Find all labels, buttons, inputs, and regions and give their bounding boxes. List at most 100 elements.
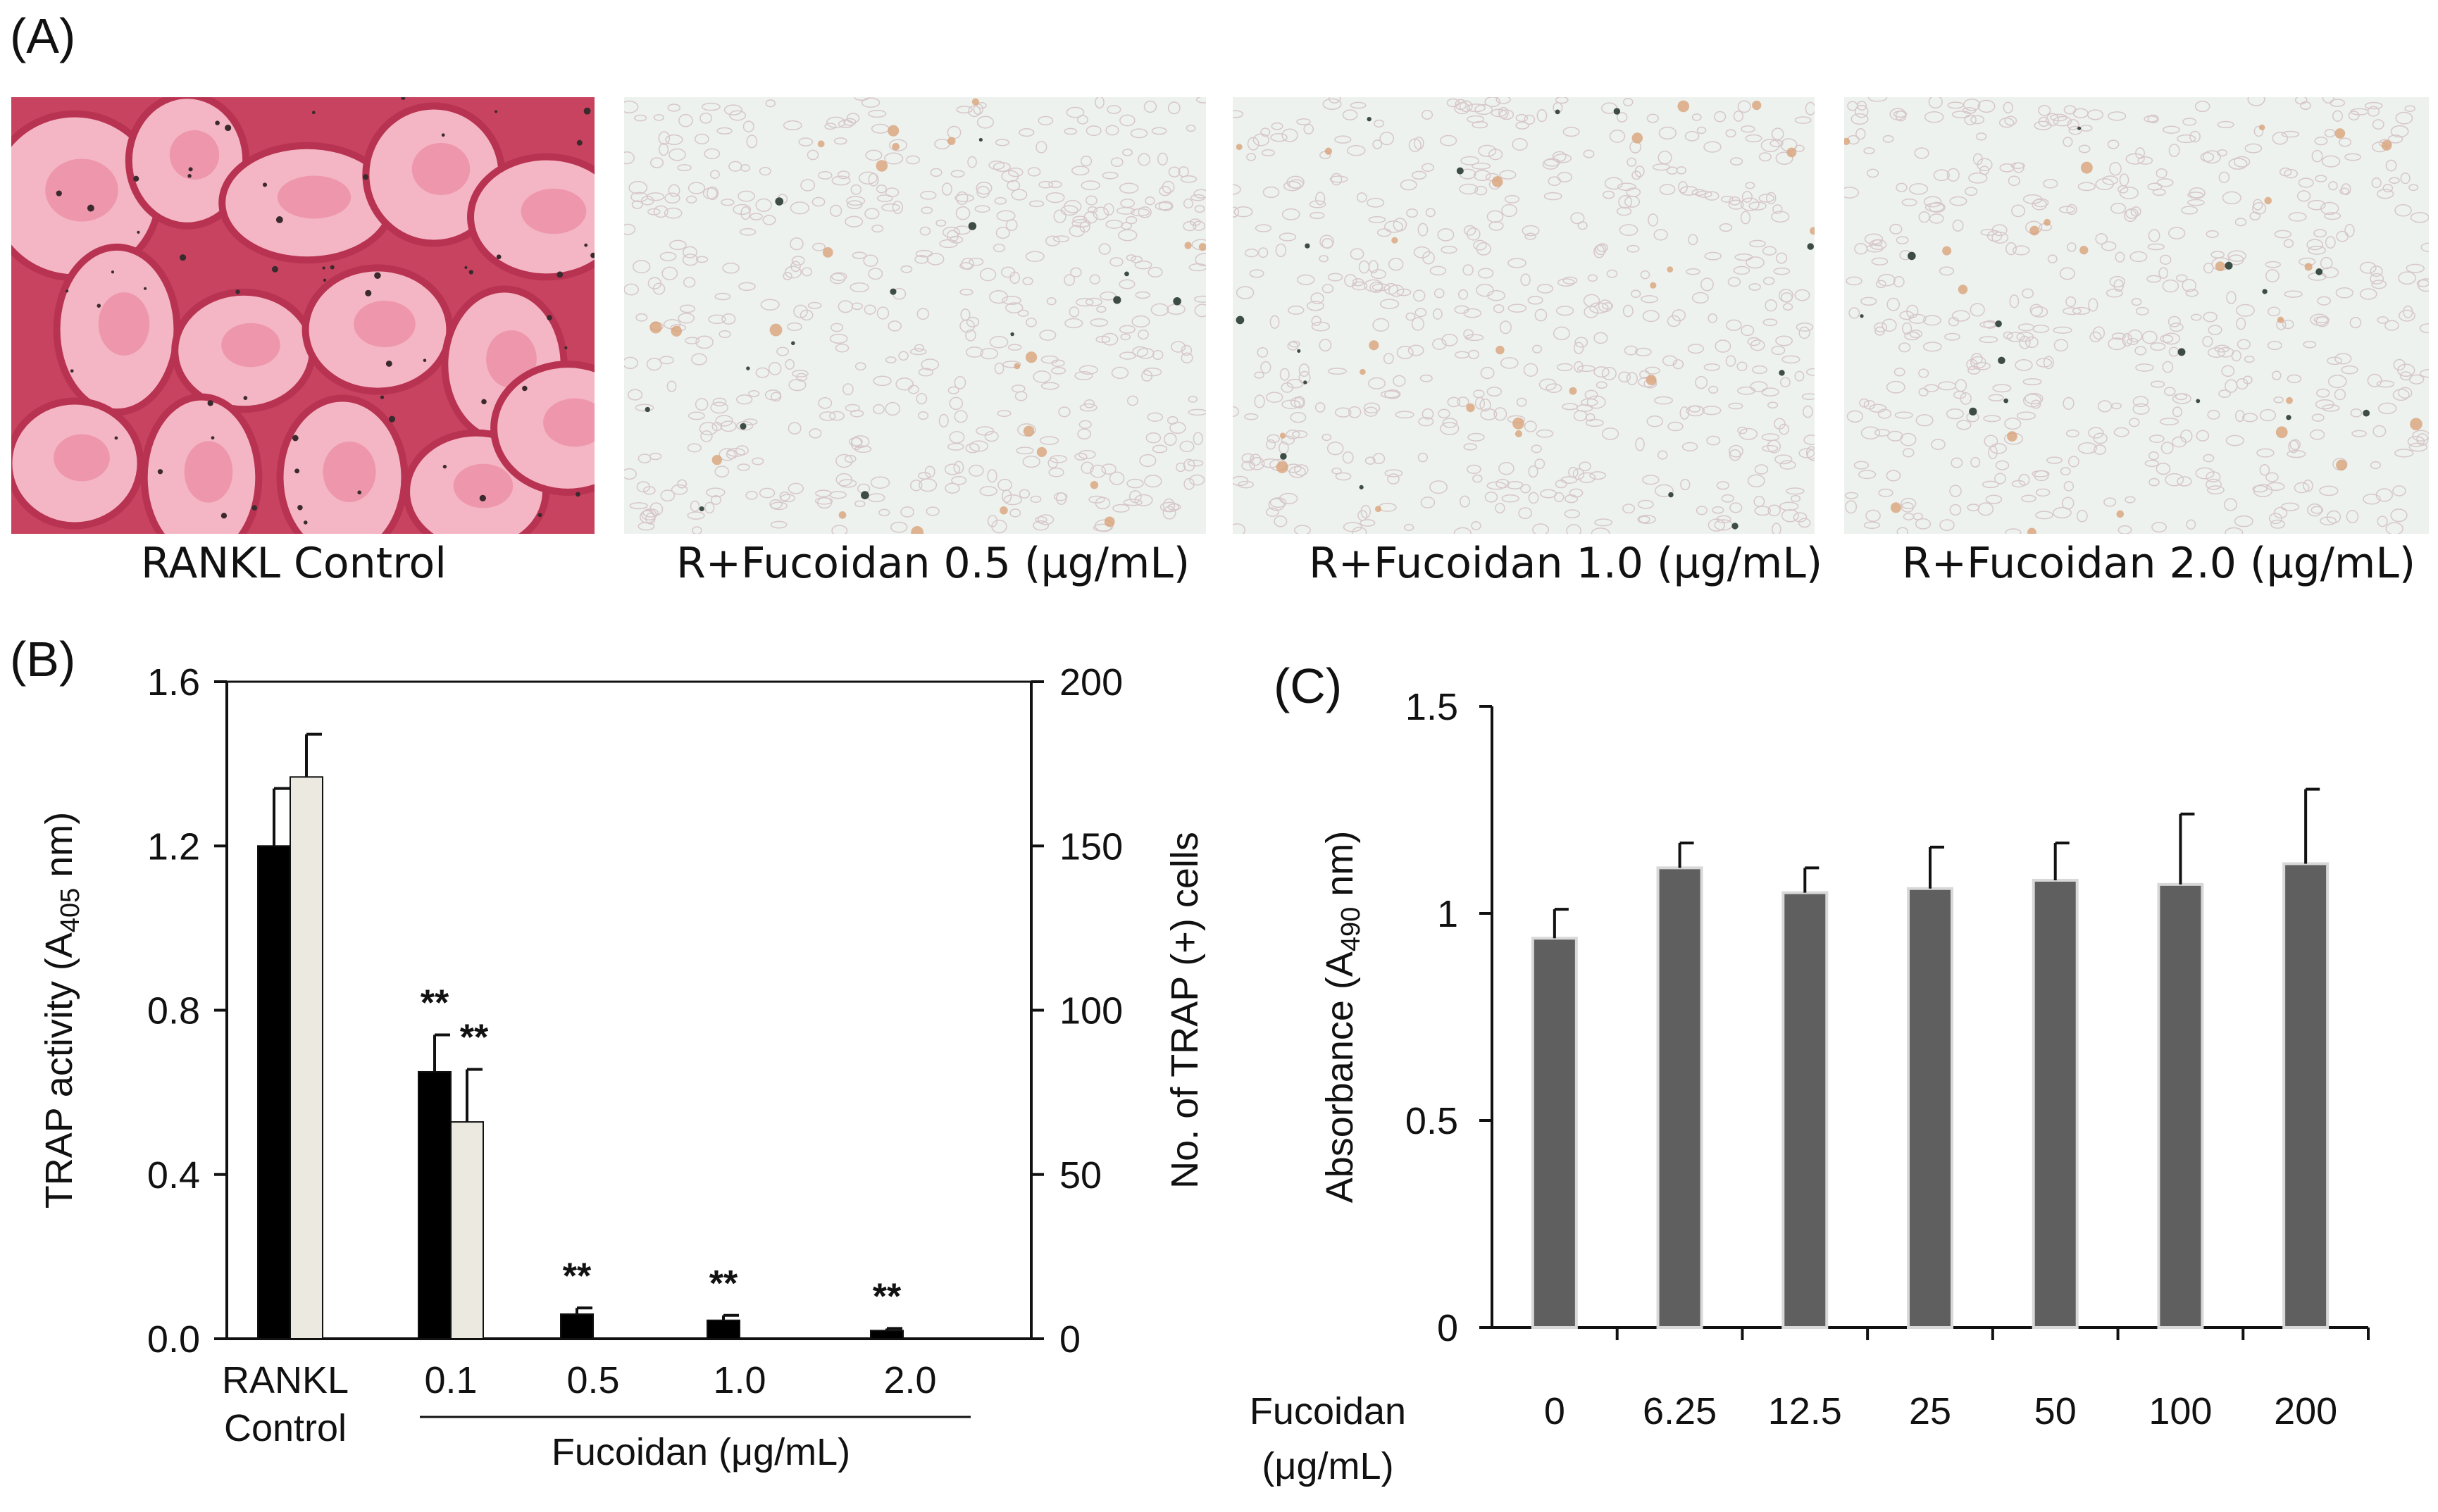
cell-outline bbox=[2384, 320, 2399, 331]
cell-outline bbox=[1638, 516, 1650, 523]
stained-cell bbox=[2116, 510, 2125, 518]
cell-outline bbox=[1462, 264, 1474, 276]
debris-dot bbox=[564, 346, 568, 349]
caption-fucoidan-0-5: R+Fucoidan 0.5 (μg/mL) bbox=[676, 539, 1190, 588]
cell-outline bbox=[1380, 390, 1400, 399]
cell-outline bbox=[660, 489, 676, 502]
cell-outline bbox=[688, 411, 705, 420]
cell-outline bbox=[1281, 435, 1295, 445]
cell-outline bbox=[965, 329, 976, 342]
cell-outline bbox=[1939, 519, 1955, 531]
cell-outline bbox=[699, 422, 718, 436]
cell-outline bbox=[974, 205, 990, 213]
left-tick-label: 1.6 bbox=[147, 661, 200, 704]
micrograph-fucoidan-0-5 bbox=[624, 97, 1206, 534]
cell-outline bbox=[1455, 99, 1467, 111]
stained-cell bbox=[2286, 396, 2293, 404]
cell-outline bbox=[1103, 203, 1114, 216]
cell-outline bbox=[2160, 442, 2174, 454]
cell-outline bbox=[1331, 173, 1343, 186]
cell-outline bbox=[792, 370, 809, 377]
cell-outline bbox=[2288, 212, 2307, 222]
cell-outline bbox=[2158, 267, 2169, 279]
cell-outline bbox=[838, 300, 854, 313]
cell-outline bbox=[1180, 175, 1198, 183]
cell-outline bbox=[2137, 156, 2153, 165]
cell-outline bbox=[2177, 134, 2196, 144]
cell-outline bbox=[969, 464, 984, 477]
cell-outline bbox=[1555, 306, 1574, 316]
cell-outline bbox=[1413, 246, 1431, 258]
cell-outline bbox=[1474, 185, 1488, 196]
cell-outline bbox=[1342, 451, 1354, 464]
cell-outline bbox=[2306, 239, 2324, 251]
cell-outline bbox=[1418, 416, 1434, 427]
cell-outline bbox=[2208, 325, 2222, 335]
cell-outline bbox=[945, 482, 960, 494]
cell-outline bbox=[695, 398, 709, 411]
cell-outline bbox=[1118, 229, 1138, 242]
cell-outline bbox=[2206, 230, 2219, 238]
cell-outline bbox=[2005, 242, 2017, 256]
cell-outline bbox=[691, 353, 707, 365]
cell-outline bbox=[2132, 396, 2149, 408]
debris-dot bbox=[97, 304, 101, 308]
cell-outline bbox=[995, 139, 1009, 146]
cell-outline bbox=[1009, 508, 1021, 518]
cell-outline bbox=[924, 466, 935, 478]
cell-outline bbox=[1260, 361, 1271, 374]
cell-outline bbox=[1586, 395, 1606, 409]
stained-cell bbox=[1512, 417, 1524, 430]
stained-cell bbox=[2044, 218, 2051, 226]
cell-outline bbox=[1296, 274, 1315, 285]
cell-outline bbox=[783, 120, 802, 131]
cell-outline bbox=[1260, 127, 1271, 137]
cell-outline bbox=[2243, 375, 2253, 385]
cell-outline bbox=[2004, 418, 2022, 430]
cell-outline bbox=[1703, 141, 1722, 153]
cell-outline bbox=[2033, 198, 2049, 208]
cell-outline bbox=[868, 268, 883, 280]
stained-cell bbox=[1667, 266, 1674, 273]
cell-outline bbox=[1748, 283, 1761, 291]
cell-outline bbox=[1471, 520, 1481, 530]
cell-outline bbox=[2132, 403, 2150, 415]
cell-outline bbox=[1794, 116, 1812, 124]
cell-outline bbox=[2247, 97, 2265, 106]
cell-outline bbox=[1988, 445, 1998, 460]
cell-outline bbox=[2207, 409, 2220, 420]
cell-outline bbox=[2047, 254, 2058, 263]
cell-outline bbox=[1261, 149, 1276, 156]
x-tick-label: 25 bbox=[1909, 1390, 1951, 1432]
right-tick-label: 0 bbox=[1059, 1318, 1081, 1361]
cell-outline bbox=[2181, 206, 2198, 215]
cell-outline bbox=[1918, 368, 1929, 378]
cell-outline bbox=[736, 420, 754, 431]
cell-outline bbox=[1859, 398, 1870, 408]
cell-outline bbox=[2129, 251, 2148, 263]
cell-outline bbox=[1770, 139, 1784, 148]
cell-outline bbox=[624, 100, 639, 113]
cell-outline bbox=[2124, 208, 2137, 223]
cell-outline bbox=[1583, 149, 1595, 158]
cell-outline bbox=[1702, 406, 1722, 416]
cell-outline bbox=[1463, 443, 1478, 451]
debris-dot bbox=[322, 266, 325, 270]
cell-outline bbox=[1327, 368, 1347, 375]
cell-outline bbox=[1421, 110, 1433, 120]
cell-outline bbox=[1315, 192, 1326, 206]
cell-outline bbox=[1233, 206, 1240, 218]
cell-outline bbox=[1750, 381, 1768, 392]
left-tick-label: 1.2 bbox=[147, 825, 200, 868]
cell-outline bbox=[2385, 159, 2397, 172]
cell-outline bbox=[811, 196, 826, 207]
cell-outline bbox=[1989, 443, 2007, 454]
cell-outline bbox=[1343, 522, 1362, 532]
cell-outline bbox=[2233, 156, 2251, 168]
cell-outline bbox=[2400, 172, 2411, 185]
cell-outline bbox=[2127, 329, 2143, 342]
cell-outline bbox=[979, 486, 997, 496]
cell-outline bbox=[1236, 286, 1255, 299]
cell-outline bbox=[1101, 463, 1117, 475]
debris-dot bbox=[157, 469, 163, 475]
